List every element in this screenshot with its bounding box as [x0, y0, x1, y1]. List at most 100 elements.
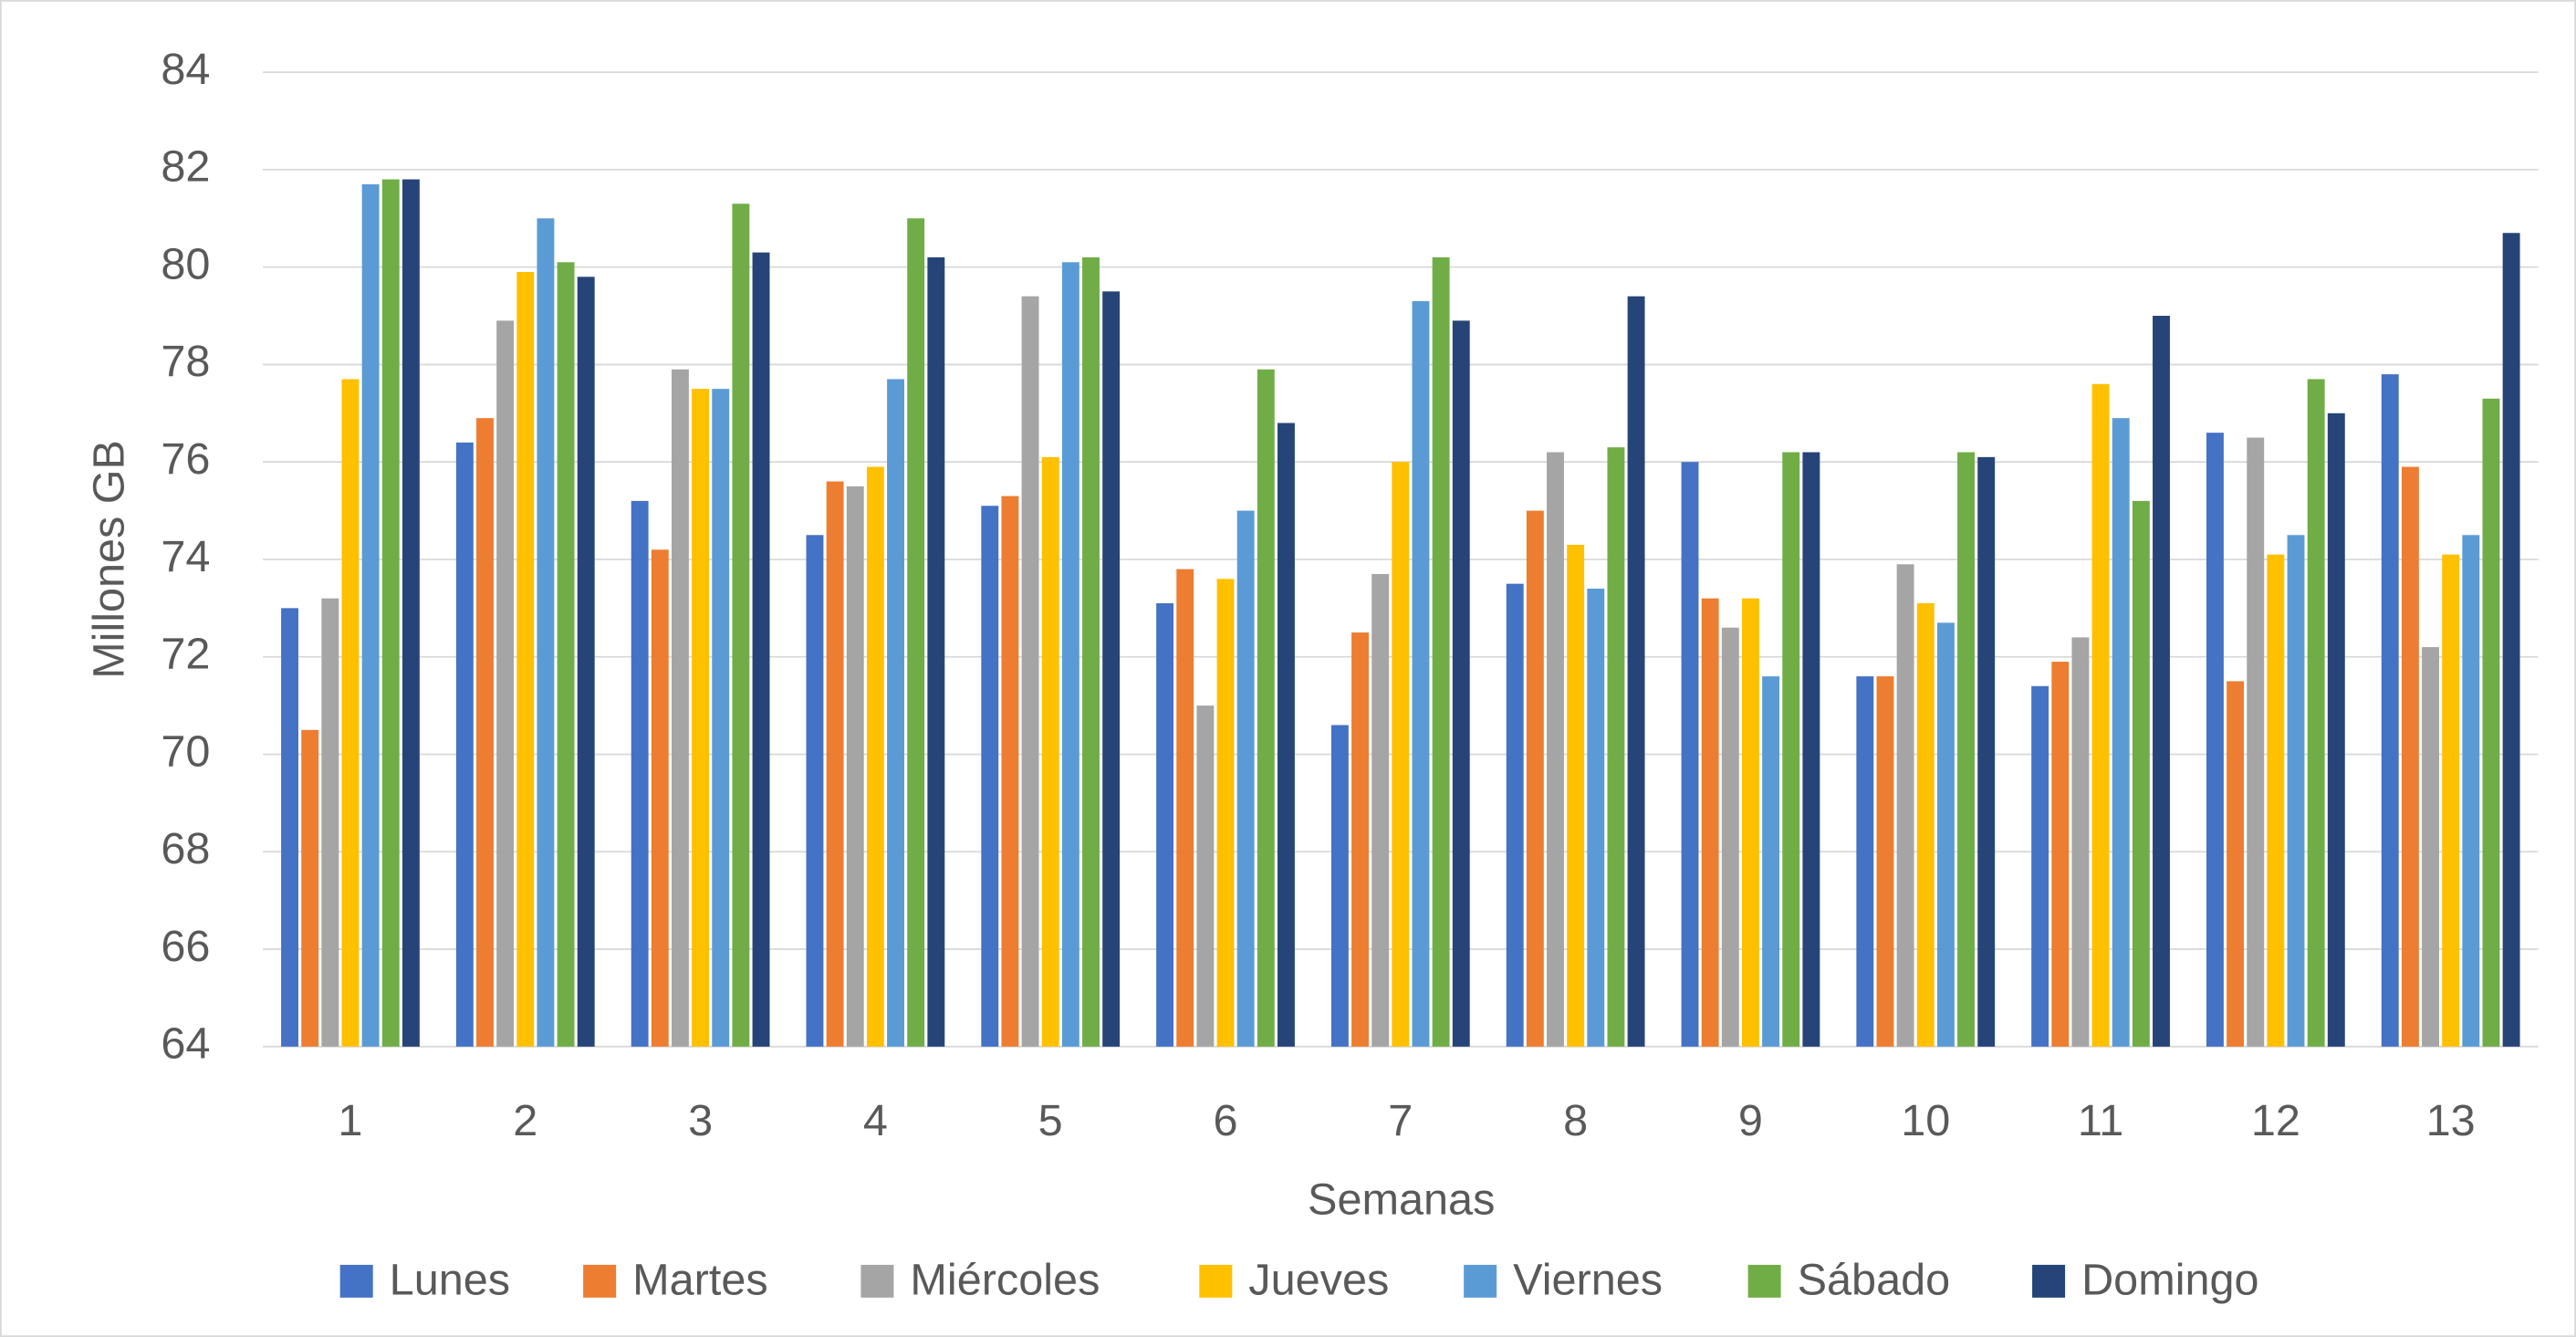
y-tick-label: 68 — [161, 824, 210, 873]
bar — [1936, 622, 1955, 1047]
bar — [557, 262, 575, 1047]
bar — [2206, 433, 2224, 1047]
legend-swatch — [1464, 1264, 1497, 1298]
bar — [1896, 564, 1914, 1047]
bar — [1432, 256, 1450, 1047]
x-tick-label: 6 — [1213, 1096, 1237, 1145]
bar — [907, 218, 925, 1047]
bar — [1627, 296, 1645, 1047]
bar — [2132, 500, 2150, 1047]
bar — [2051, 662, 2070, 1047]
bar — [692, 389, 710, 1047]
bar — [2307, 379, 2325, 1047]
bar — [1567, 544, 1585, 1047]
bar — [1681, 462, 1699, 1047]
legend-label: Viernes — [1513, 1256, 1663, 1305]
legend-label: Lunes — [390, 1256, 510, 1305]
bar — [1257, 369, 1275, 1047]
x-axis-title: Semanas — [1308, 1175, 1495, 1224]
bar — [846, 486, 864, 1047]
bar — [826, 481, 844, 1047]
bar — [1526, 510, 1544, 1047]
legend-swatch — [339, 1264, 373, 1298]
bar — [1412, 301, 1430, 1047]
legend-label: Martes — [632, 1256, 768, 1305]
bar — [1156, 603, 1174, 1047]
bar — [1876, 676, 1894, 1047]
x-tick-label: 2 — [513, 1096, 537, 1145]
bar — [537, 218, 555, 1047]
bar — [1041, 456, 1059, 1047]
bar — [2327, 413, 2345, 1047]
legend-swatch — [860, 1264, 894, 1298]
y-tick-label: 74 — [161, 532, 210, 581]
bar — [1977, 456, 1996, 1047]
bar — [1721, 627, 1739, 1047]
bar — [2071, 637, 2090, 1047]
bar — [1506, 583, 1524, 1047]
bar — [2502, 233, 2520, 1047]
bar — [2482, 398, 2500, 1047]
bar — [2031, 685, 2049, 1047]
bar — [496, 320, 515, 1047]
bar — [651, 549, 669, 1047]
y-tick-label: 80 — [161, 239, 210, 288]
legend-label: Sábado — [1798, 1256, 1951, 1305]
bar — [631, 500, 649, 1047]
bar — [927, 256, 945, 1047]
bar — [402, 179, 420, 1047]
bar — [2381, 374, 2399, 1047]
bar — [1277, 423, 1295, 1047]
bar — [381, 179, 400, 1047]
legend-swatch — [1199, 1264, 1233, 1298]
bar — [1330, 725, 1349, 1047]
legend-swatch — [583, 1264, 617, 1298]
x-tick-label: 1 — [338, 1096, 362, 1145]
bar — [341, 379, 360, 1047]
x-tick-label: 5 — [1038, 1096, 1063, 1145]
bar — [732, 204, 750, 1047]
bar — [887, 379, 904, 1047]
x-tick-label: 9 — [1738, 1096, 1763, 1145]
bar — [2112, 418, 2130, 1047]
y-tick-label: 78 — [161, 337, 210, 386]
bar — [2153, 316, 2170, 1047]
x-tick-label: 8 — [1563, 1096, 1588, 1145]
legend-label: Domingo — [2081, 1256, 2259, 1305]
x-tick-label: 3 — [688, 1096, 713, 1145]
bar — [806, 535, 824, 1047]
bar — [2267, 554, 2285, 1047]
bar — [1216, 579, 1235, 1047]
x-tick-label: 12 — [2251, 1096, 2300, 1145]
bar — [2401, 466, 2419, 1047]
bar — [2247, 437, 2265, 1047]
y-tick-label: 64 — [161, 1019, 210, 1069]
y-tick-label: 72 — [161, 630, 210, 679]
bar — [1082, 256, 1100, 1047]
bar — [671, 369, 689, 1047]
bar — [1957, 452, 1975, 1047]
bar — [577, 277, 595, 1047]
y-tick-label: 70 — [161, 726, 210, 776]
bar — [1607, 447, 1625, 1047]
bar — [2442, 554, 2460, 1047]
bar — [2227, 681, 2245, 1047]
bar — [981, 506, 999, 1047]
bar — [1547, 452, 1564, 1047]
bar — [2287, 535, 2305, 1047]
bar — [1701, 598, 1719, 1047]
x-tick-label: 13 — [2426, 1096, 2476, 1145]
bar — [866, 466, 884, 1047]
bar — [321, 598, 339, 1047]
bar — [712, 389, 730, 1047]
bar — [2462, 535, 2480, 1047]
bar — [1802, 452, 1820, 1047]
bar — [1061, 262, 1079, 1047]
bar — [516, 271, 535, 1047]
legend-label: Jueves — [1248, 1256, 1389, 1305]
bar — [1452, 320, 1470, 1047]
bar — [1176, 569, 1194, 1047]
legend-swatch — [2032, 1264, 2066, 1298]
